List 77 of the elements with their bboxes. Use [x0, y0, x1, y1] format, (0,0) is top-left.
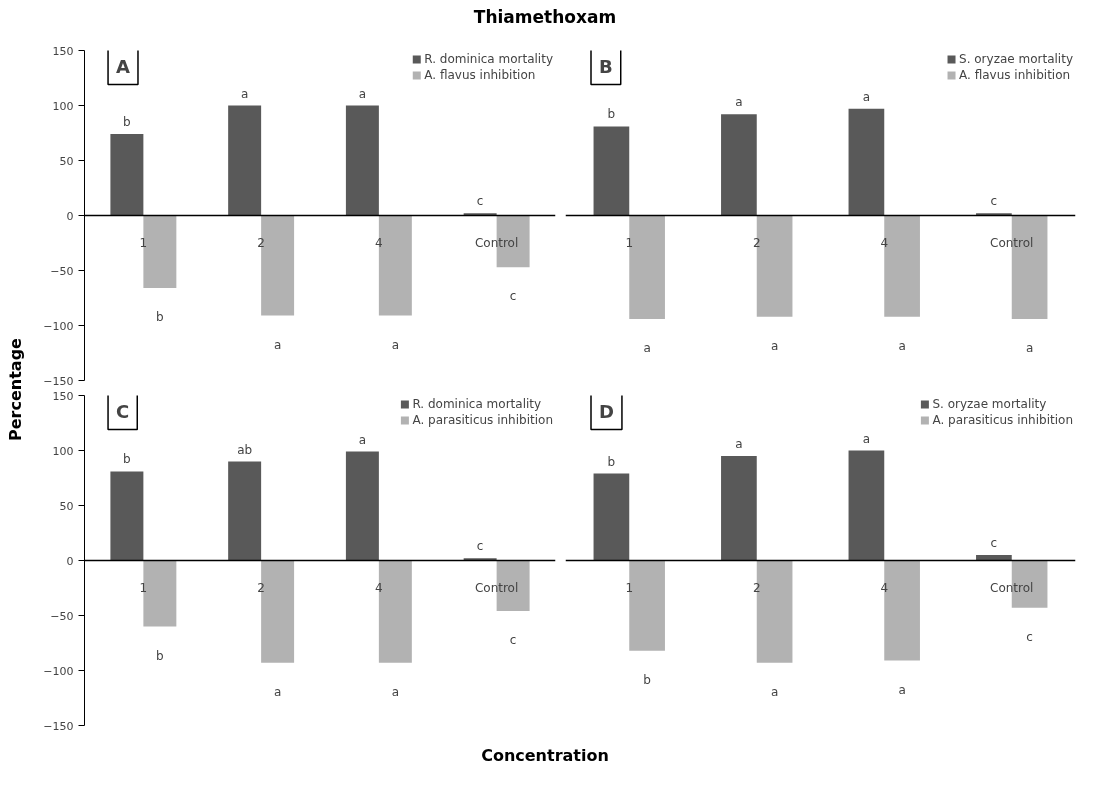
- y-tick-label: −50: [50, 609, 74, 623]
- data-label: ab: [237, 442, 253, 457]
- data-label: b: [607, 454, 616, 469]
- chart-title: Thiamethoxam: [473, 6, 617, 29]
- data-label: c: [990, 194, 998, 209]
- legend-label: A. parasiticus inhibition: [932, 413, 1073, 427]
- y-tick-label: −100: [43, 319, 74, 333]
- x-tick-label: Control: [990, 580, 1034, 595]
- y-tick-label: 100: [52, 444, 74, 458]
- data-label: b: [123, 452, 131, 467]
- y-tick-label: −100: [43, 664, 74, 678]
- y-tick-label: 150: [52, 44, 74, 58]
- data-label: b: [156, 648, 164, 663]
- x-tick-label: 1: [625, 235, 634, 250]
- data-label: a: [770, 684, 779, 699]
- y-tick-label: 50: [59, 154, 74, 168]
- data-label: b: [156, 310, 164, 325]
- x-axis-title: Concentration: [481, 745, 609, 767]
- data-label: c: [476, 539, 484, 554]
- y-tick-label: 0: [66, 554, 74, 568]
- x-tick-label: 2: [752, 235, 761, 250]
- data-label: b: [123, 115, 131, 130]
- x-tick-label: 4: [375, 235, 383, 250]
- data-label: a: [862, 431, 871, 446]
- x-tick-label: 2: [257, 235, 265, 250]
- x-tick-label: 2: [257, 580, 265, 595]
- y-tick-label: −50: [50, 264, 74, 278]
- data-label: c: [990, 536, 998, 550]
- x-tick-label: Control: [990, 235, 1034, 250]
- data-label: a: [862, 89, 871, 104]
- x-tick-label: 4: [375, 580, 383, 595]
- legend-label: A. flavus inhibition: [424, 68, 536, 82]
- legend-label: R. dominica mortality: [412, 397, 542, 411]
- legend-label: A. parasiticus inhibition: [412, 413, 553, 427]
- data-label: a: [391, 337, 400, 352]
- data-label: b: [607, 107, 616, 122]
- data-label: c: [509, 289, 517, 304]
- legend-label: A. flavus inhibition: [959, 68, 1071, 82]
- data-label: a: [273, 337, 282, 352]
- data-label: c: [509, 633, 517, 648]
- data-label: a: [898, 338, 906, 353]
- y-axis-title: Percentage: [5, 338, 26, 442]
- data-label: a: [358, 432, 367, 447]
- legend-label: R. dominica mortality: [424, 52, 553, 66]
- y-tick-label: 150: [52, 389, 74, 403]
- x-tick-label: 1: [625, 580, 634, 595]
- data-label: b: [643, 672, 651, 687]
- data-label: a: [273, 684, 282, 699]
- y-tick-label: 50: [59, 499, 74, 513]
- data-label: a: [735, 95, 743, 110]
- data-label: c: [476, 194, 484, 209]
- x-tick-label: Control: [474, 580, 519, 595]
- data-label: a: [391, 684, 400, 699]
- data-label: a: [643, 340, 651, 355]
- y-tick-label: 100: [52, 99, 74, 113]
- legend-label: S. oryzae mortality: [932, 397, 1047, 411]
- data-label: a: [735, 437, 743, 451]
- annotation: D: [599, 400, 614, 422]
- data-label: a: [1025, 340, 1034, 355]
- annotation: A: [116, 55, 131, 77]
- legend-label: S. oryzae mortality: [959, 52, 1073, 66]
- data-label: a: [358, 86, 367, 101]
- x-tick-label: 2: [752, 580, 761, 595]
- x-tick-label: 1: [139, 580, 148, 595]
- y-tick-label: −150: [43, 374, 74, 388]
- data-label: a: [240, 86, 249, 101]
- data-label: c: [1026, 629, 1033, 644]
- annotation: B: [599, 55, 613, 77]
- x-tick-label: 4: [880, 235, 889, 250]
- y-tick-label: −150: [43, 719, 74, 733]
- data-label: a: [898, 682, 906, 697]
- y-tick-label: 0: [66, 209, 74, 223]
- x-tick-label: 4: [880, 580, 889, 595]
- x-tick-label: 1: [139, 235, 148, 250]
- annotation: C: [116, 400, 130, 422]
- data-label: a: [770, 338, 779, 353]
- x-tick-label: Control: [474, 235, 519, 250]
